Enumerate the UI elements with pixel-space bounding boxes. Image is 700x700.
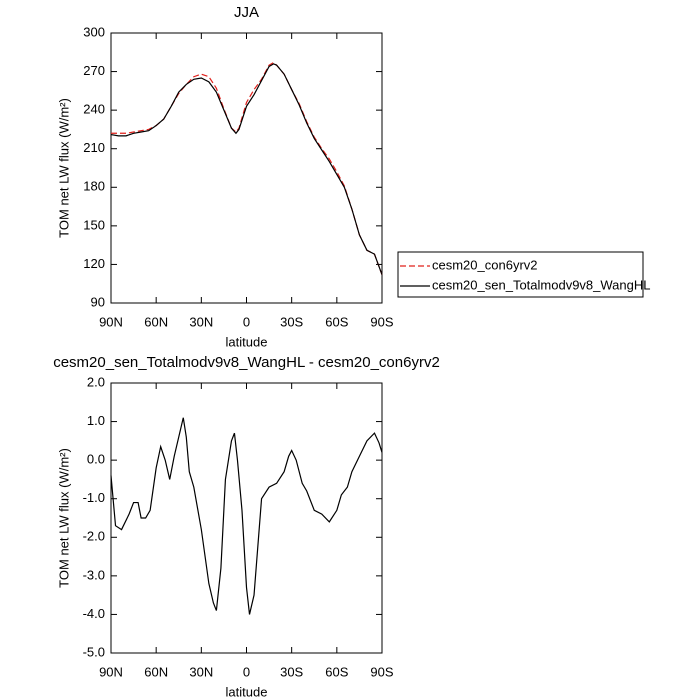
legend-box: [397, 251, 644, 298]
x-tick-label: 0: [243, 664, 250, 679]
y-tick-label: -4.0: [83, 606, 105, 621]
y-axis-label: TOM net LW flux (W/m²): [56, 98, 71, 238]
x-axis-label: latitude: [226, 334, 268, 349]
x-tick-label: 30N: [189, 314, 213, 329]
legend-label: cesm20_con6yrv2: [432, 257, 538, 272]
x-tick-label: 0: [243, 314, 250, 329]
series-line: [110, 63, 383, 275]
y-tick-label: 270: [83, 63, 105, 78]
y-tick-label: -2.0: [83, 529, 105, 544]
y-tick-label: 2.0: [87, 374, 105, 389]
y-tick-label: -3.0: [83, 567, 105, 582]
x-tick-label: 60S: [325, 664, 348, 679]
x-axis-label: latitude: [226, 684, 268, 699]
y-tick-label: 210: [83, 140, 105, 155]
x-tick-label: 60N: [144, 664, 168, 679]
y-tick-label: 90: [91, 294, 105, 309]
chart-title: cesm20_sen_Totalmodv9v8_WangHL - cesm20_…: [53, 354, 440, 371]
y-tick-label: -5.0: [83, 644, 105, 659]
legend-label: cesm20_sen_Totalmodv9v8_WangHL: [432, 277, 650, 292]
plot-frame: [110, 32, 383, 304]
y-tick-label: -1.0: [83, 490, 105, 505]
chart-title: JJA: [234, 4, 259, 21]
x-tick-label: 30N: [189, 664, 213, 679]
plot-frame: [110, 382, 383, 654]
y-tick-label: 180: [83, 179, 105, 194]
x-tick-label: 60S: [325, 314, 348, 329]
y-tick-label: 150: [83, 217, 105, 232]
x-tick-label: 60N: [144, 314, 168, 329]
y-axis-label: TOM net LW flux (W/m²): [56, 448, 71, 588]
y-tick-label: 0.0: [87, 452, 105, 467]
y-tick-label: 120: [83, 256, 105, 271]
y-tick-label: 300: [83, 24, 105, 39]
series-line: [111, 61, 383, 275]
y-tick-label: 240: [83, 102, 105, 117]
x-tick-label: 90N: [99, 314, 123, 329]
x-tick-label: 90S: [370, 314, 393, 329]
series-line: [110, 417, 383, 615]
y-tick-label: 1.0: [87, 413, 105, 428]
x-tick-label: 30S: [280, 314, 303, 329]
x-tick-label: 30S: [280, 664, 303, 679]
x-tick-label: 90S: [370, 664, 393, 679]
x-tick-label: 90N: [99, 664, 123, 679]
